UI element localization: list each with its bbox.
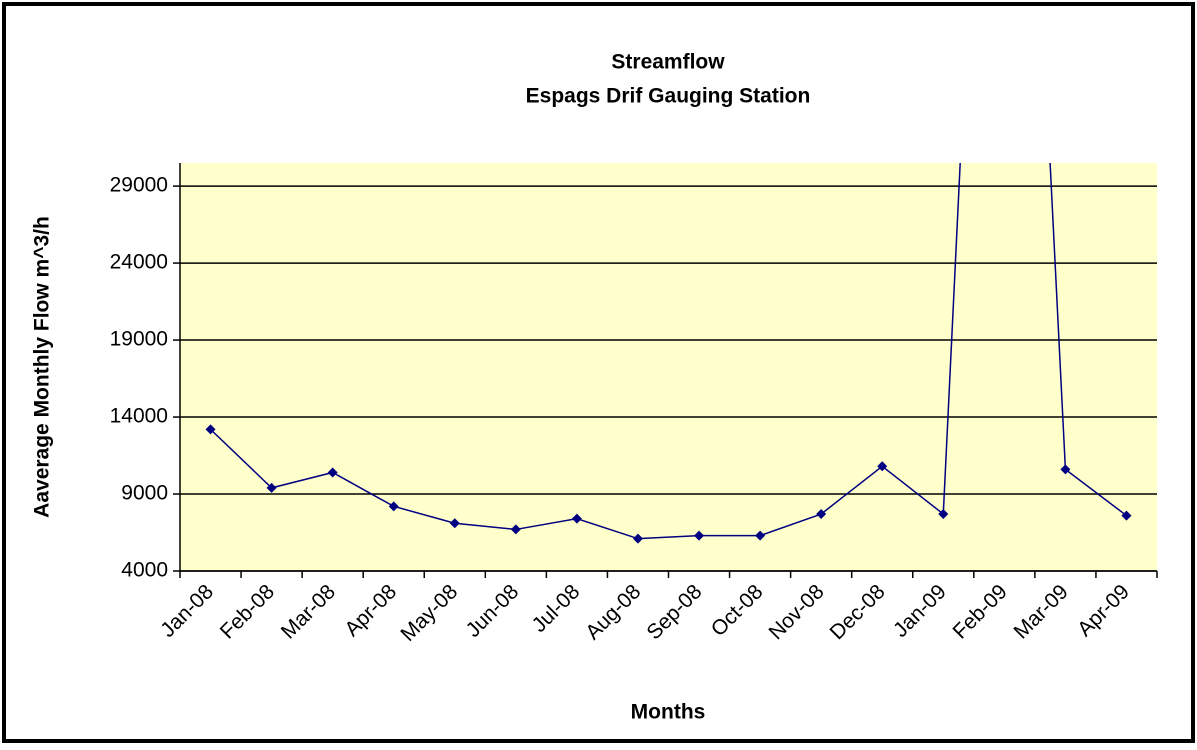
y-tick-label: 29000 bbox=[110, 174, 168, 197]
data-point bbox=[938, 509, 949, 520]
data-point bbox=[1121, 510, 1132, 521]
y-axis-title: Aaverage Monthly Flow m^3/h bbox=[31, 216, 54, 518]
data-point bbox=[1060, 464, 1071, 475]
data-point bbox=[205, 424, 216, 435]
x-axis-title: Months bbox=[631, 701, 706, 724]
data-point bbox=[266, 482, 277, 493]
data-point bbox=[816, 509, 827, 520]
y-tick-label: 19000 bbox=[110, 328, 168, 351]
data-point bbox=[632, 533, 643, 544]
data-point bbox=[327, 467, 338, 478]
chart-subtitle: Espags Drif Gauging Station bbox=[526, 85, 811, 108]
y-tick-label: 24000 bbox=[110, 251, 168, 274]
data-point bbox=[877, 461, 888, 472]
series bbox=[205, 163, 1132, 544]
data-line bbox=[210, 163, 1127, 540]
data-point bbox=[755, 530, 766, 541]
data-point bbox=[388, 501, 399, 512]
data-point bbox=[449, 518, 460, 529]
data-point bbox=[571, 513, 582, 524]
y-tick-label: 4000 bbox=[121, 559, 168, 582]
y-tick-label: 9000 bbox=[121, 482, 168, 505]
y-tick-label: 14000 bbox=[110, 405, 168, 428]
plot-area bbox=[180, 163, 1157, 571]
data-point bbox=[694, 530, 705, 541]
chart-title: Streamflow bbox=[611, 51, 725, 74]
data-point bbox=[510, 524, 521, 535]
